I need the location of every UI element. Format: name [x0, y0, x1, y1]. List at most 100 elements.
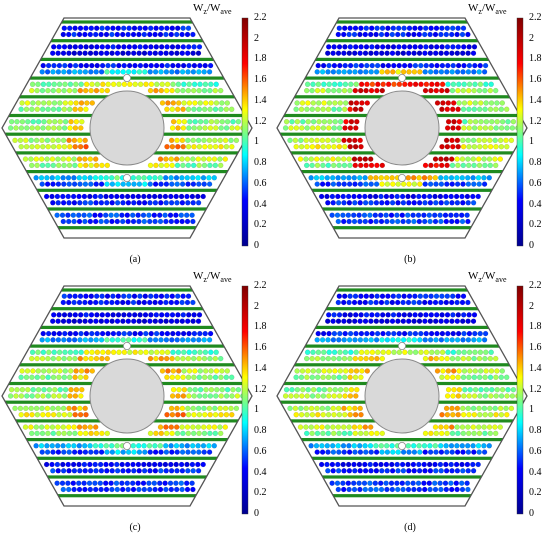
fuel-pin [503, 405, 509, 412]
fuel-pin [453, 480, 460, 486]
fuel-pin [305, 100, 311, 106]
fuel-pin [132, 349, 138, 356]
fuel-pin [202, 368, 209, 374]
fuel-pin [455, 411, 461, 418]
fuel-pin [399, 212, 406, 218]
fuel-pin [196, 125, 203, 131]
fuel-pin [212, 430, 219, 437]
fuel-pin [444, 374, 451, 381]
fuel-pin [181, 100, 187, 106]
fuel-pin [503, 137, 509, 144]
fuel-pin [162, 175, 169, 181]
fuel-pin [158, 293, 165, 299]
fuel-pin [98, 468, 105, 474]
fuel-pin [465, 424, 471, 430]
fuel-pin [67, 349, 74, 356]
fuel-pin [438, 299, 444, 306]
fuel-pin [114, 31, 121, 38]
fuel-pin [207, 411, 213, 418]
fuel-pin [233, 405, 240, 412]
fuel-pin [494, 100, 500, 106]
fuel-pin [185, 69, 191, 75]
fuel-pin [55, 318, 61, 324]
fuel-pin [341, 405, 347, 412]
fuel-pin [325, 355, 331, 362]
fuel-pin [71, 337, 78, 343]
fuel-pin [190, 468, 196, 474]
fuel-pin [383, 461, 390, 468]
fuel-pin [34, 162, 40, 169]
fuel-pin [385, 62, 392, 69]
hexagon-border [276, 17, 528, 239]
fuel-pin [164, 62, 171, 69]
fuel-pin [61, 430, 67, 437]
fuel-pin [41, 368, 47, 374]
fuel-pin [169, 337, 175, 343]
fuel-pin [433, 449, 439, 455]
fuel-pin [213, 100, 220, 106]
fuel-pin [341, 200, 347, 206]
fuel-pin [137, 330, 144, 337]
fuel-pin [374, 62, 381, 69]
fuel-pin [432, 156, 439, 162]
hexagon-assembly-map [1, 17, 253, 247]
fuel-pin [373, 486, 379, 493]
fuel-pin [357, 69, 364, 75]
fuel-pin [427, 449, 434, 455]
fuel-pin [148, 62, 154, 69]
fuel-pin [466, 411, 472, 418]
fuel-pin [57, 368, 63, 374]
fuel-pin [235, 118, 242, 125]
fuel-pin [82, 87, 89, 94]
fuel-pin [190, 156, 196, 162]
fuel-pin [304, 374, 310, 381]
fuel-pin [190, 337, 197, 343]
fuel-pin [472, 368, 479, 374]
fuel-pin [196, 181, 202, 187]
fuel-pin [57, 386, 63, 393]
fuel-pin [416, 486, 423, 493]
fuel-pin [62, 368, 69, 374]
fuel-pin [108, 193, 115, 200]
fuel-pin [179, 200, 186, 206]
fuel-pin [45, 355, 51, 362]
fuel-pin [190, 200, 196, 206]
fuel-pin [88, 449, 94, 455]
fuel-pin [179, 486, 185, 493]
fuel-pin [180, 44, 187, 50]
panel-caption: (c) [129, 522, 141, 533]
fuel-pin [120, 293, 127, 299]
fuel-pin [505, 386, 511, 393]
fuel-pin [412, 62, 419, 69]
fuel-pin [104, 449, 110, 455]
fuel-pin [433, 44, 440, 50]
colorbar-tick-label: 1 [529, 404, 534, 416]
fuel-pin [352, 293, 359, 299]
fuel-pin [153, 25, 159, 31]
fuel-pin [136, 449, 143, 455]
fuel-pin [428, 62, 435, 69]
fuel-pin [40, 106, 46, 113]
fuel-pin [499, 100, 506, 106]
fuel-pin [314, 424, 320, 430]
fuel-pin [341, 106, 348, 113]
fuel-pin [191, 143, 197, 150]
fuel-pin [196, 393, 203, 399]
fuel-pin [202, 330, 208, 337]
fuel-pin [66, 137, 72, 144]
fuel-pin [109, 200, 115, 206]
fuel-pin [379, 449, 385, 455]
fuel-pin [84, 368, 90, 374]
fuel-pin [158, 449, 164, 455]
fuel-pin [357, 137, 363, 144]
fuel-pin [391, 62, 397, 69]
fuel-pin [175, 411, 181, 418]
fuel-pin [341, 468, 347, 474]
fuel-pin [18, 143, 24, 150]
fuel-pin [190, 137, 196, 144]
fuel-pin [50, 143, 57, 150]
fuel-pin [168, 461, 174, 468]
fuel-pin [167, 212, 174, 218]
fuel-pin [83, 330, 90, 337]
fuel-pin [363, 312, 370, 318]
